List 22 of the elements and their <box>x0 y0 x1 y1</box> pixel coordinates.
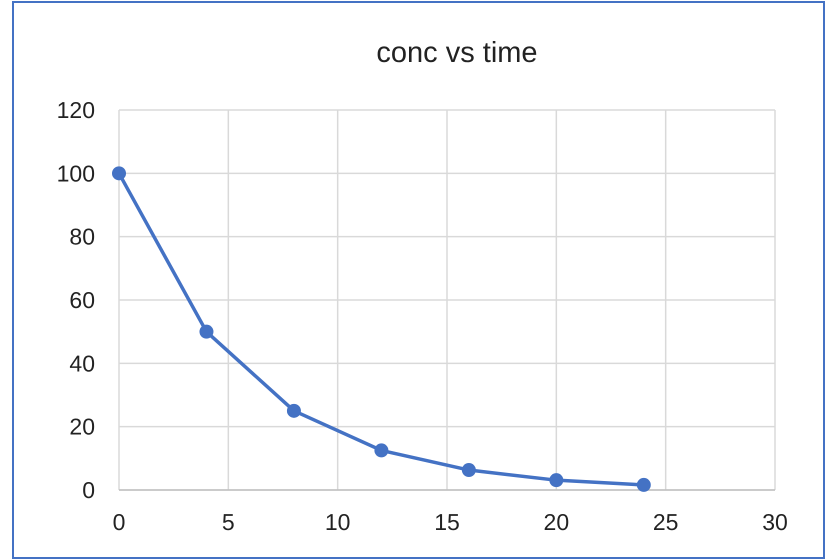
point <box>112 166 126 180</box>
point <box>199 324 214 339</box>
point <box>462 463 476 478</box>
x-tick-label: 30 <box>762 509 788 535</box>
point <box>374 443 388 458</box>
x-tick-label: 5 <box>222 509 235 535</box>
y-tick-label: 80 <box>69 224 95 250</box>
point <box>286 404 301 418</box>
point <box>549 473 564 488</box>
point <box>636 478 651 492</box>
chart-title: conc vs time <box>376 37 538 69</box>
y-tick-label: 20 <box>69 414 95 440</box>
x-tick-label: 25 <box>652 509 678 535</box>
y-tick-label: 100 <box>56 160 95 186</box>
y-tick-label: 60 <box>69 287 95 313</box>
x-tick-label: 20 <box>544 509 570 535</box>
x-tick-label: 10 <box>324 509 350 535</box>
y-tick-label: 40 <box>69 350 95 376</box>
y-tick-label: 0 <box>82 477 95 503</box>
x-tick-label: 0 <box>112 509 126 535</box>
x-tick-label: 15 <box>434 509 460 535</box>
y-tick-label: 120 <box>56 97 95 123</box>
